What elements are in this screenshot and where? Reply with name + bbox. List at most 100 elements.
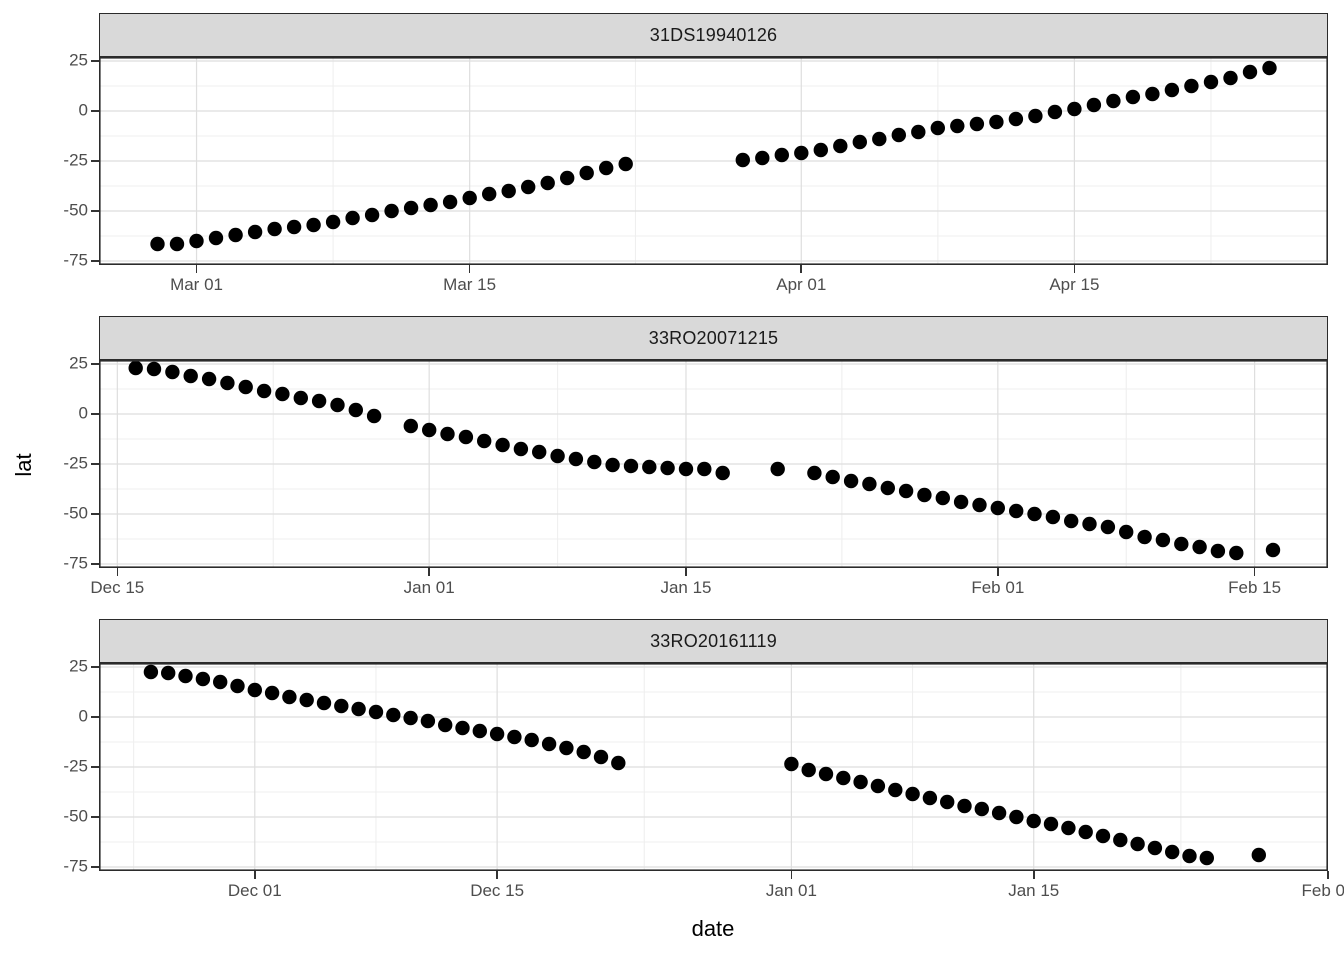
data-point: [974, 801, 989, 817]
x-tick-mark: [685, 568, 687, 576]
data-point: [1009, 809, 1024, 825]
data-point: [1113, 832, 1128, 848]
data-point: [532, 444, 547, 460]
data-point: [1229, 545, 1244, 561]
data-point: [807, 465, 822, 481]
data-point: [1182, 848, 1197, 864]
data-point: [991, 805, 1007, 821]
data-point: [950, 118, 965, 134]
data-point: [1027, 506, 1042, 522]
data-point: [813, 142, 828, 158]
data-point: [1064, 513, 1079, 529]
x-tick-mark: [997, 568, 999, 576]
data-point: [267, 221, 282, 237]
data-point: [922, 790, 938, 806]
facet-title: 31DS19940126: [649, 24, 778, 45]
data-point: [660, 460, 675, 476]
data-point: [1265, 542, 1281, 558]
y-tick-label: 0: [78, 706, 88, 726]
data-point: [1047, 104, 1063, 120]
data-point: [836, 770, 851, 786]
data-point: [195, 671, 211, 687]
x-tick-label: Jan 01: [403, 578, 455, 597]
data-point: [576, 744, 591, 760]
data-point: [293, 390, 308, 406]
data-point: [420, 713, 436, 729]
data-point: [898, 483, 914, 499]
facet-panel: [99, 663, 1328, 871]
data-point: [501, 183, 516, 199]
data-point: [1203, 74, 1219, 90]
x-tick-label: Dec 01: [227, 881, 282, 900]
data-point: [1078, 824, 1093, 840]
data-point: [618, 156, 633, 172]
data-point: [351, 701, 366, 717]
data-point: [208, 230, 224, 246]
y-tick-label: 25: [69, 353, 88, 373]
data-point: [870, 778, 886, 794]
data-point: [386, 707, 401, 723]
y-tick-label: -75: [63, 856, 88, 876]
data-point: [247, 224, 263, 240]
data-point: [189, 233, 204, 249]
data-point: [891, 127, 906, 143]
data-point: [872, 131, 887, 147]
grid-major: [99, 360, 1328, 568]
data-point: [403, 710, 418, 726]
facet-title: 33RO20161119: [650, 630, 777, 651]
data-point: [1147, 840, 1163, 856]
data-point: [513, 441, 529, 457]
data-point: [169, 236, 185, 252]
x-tick-mark: [1327, 871, 1329, 879]
y-tick-label: 25: [69, 50, 88, 70]
data-point: [524, 732, 539, 748]
data-point: [1095, 828, 1111, 844]
y-tick-label: -75: [63, 250, 88, 270]
data-point: [593, 749, 609, 765]
data-point: [1184, 78, 1199, 94]
data-point: [220, 375, 235, 391]
y-tick-mark: [91, 866, 99, 868]
data-point: [146, 361, 162, 377]
y-tick-mark: [91, 160, 99, 162]
data-point: [599, 160, 614, 176]
data-point: [888, 782, 903, 798]
data-point: [477, 433, 492, 449]
data-point: [368, 704, 384, 720]
y-tick-label: -50: [63, 200, 88, 220]
x-tick-label: Dec 15: [470, 881, 525, 900]
panel-border: [99, 57, 1328, 265]
y-tick-label: -25: [63, 150, 88, 170]
x-tick-label: Jan 15: [1008, 881, 1060, 900]
data-point: [458, 429, 474, 445]
data-point: [442, 194, 458, 210]
x-tick-mark: [790, 871, 793, 879]
data-point: [334, 698, 349, 714]
grid-major: [99, 663, 1328, 871]
data-point: [1130, 836, 1145, 852]
y-tick-mark: [91, 513, 99, 515]
data-point: [201, 371, 217, 387]
y-tick-label: -25: [63, 756, 88, 776]
data-point: [1137, 529, 1152, 545]
y-tick-mark: [91, 766, 99, 768]
data-point: [1009, 503, 1024, 519]
x-tick-label: Apr 15: [1049, 275, 1100, 294]
y-tick-mark: [91, 260, 99, 262]
x-tick-mark: [253, 871, 256, 879]
data-point: [183, 368, 198, 384]
data-point: [990, 500, 1005, 516]
x-tick-mark: [195, 265, 198, 273]
y-tick-mark: [91, 563, 99, 565]
data-point: [256, 383, 272, 399]
panel-border: [99, 663, 1328, 871]
x-tick-mark: [496, 871, 498, 879]
data-point: [935, 490, 950, 506]
x-tick-label: Dec 15: [90, 578, 145, 597]
data-point: [818, 766, 834, 782]
data-point: [306, 217, 321, 233]
data-point: [642, 459, 657, 475]
data-point: [715, 465, 730, 481]
data-point: [311, 393, 327, 409]
data-point: [794, 145, 809, 161]
